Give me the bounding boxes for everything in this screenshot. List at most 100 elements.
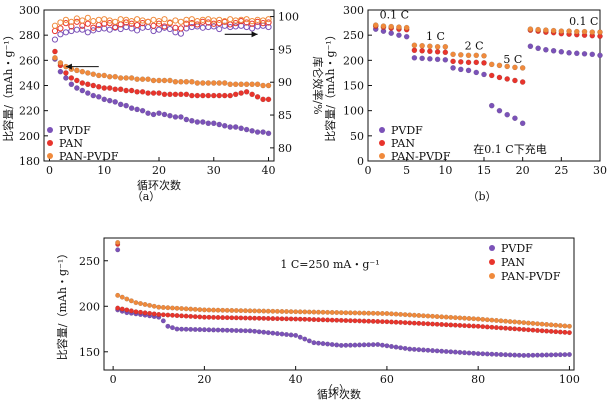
data-point <box>516 352 522 358</box>
data-point <box>396 32 402 38</box>
data-point <box>388 23 395 30</box>
data-point <box>384 343 390 349</box>
data-point <box>119 294 125 300</box>
x-tick-label: 0 <box>46 164 53 177</box>
data-point <box>265 130 272 137</box>
data-point <box>165 323 171 329</box>
data-point <box>197 327 203 333</box>
data-point <box>566 323 572 329</box>
data-point <box>473 59 480 66</box>
data-point <box>443 322 449 328</box>
data-point <box>320 309 326 315</box>
data-point <box>361 318 367 324</box>
y-tick-label: 200 <box>19 130 40 143</box>
x-tick-label: 30 <box>593 164 607 177</box>
data-point <box>439 348 445 354</box>
data-point <box>179 306 185 312</box>
data-point <box>232 124 239 130</box>
data-point <box>233 328 239 334</box>
y-tick-label: 220 <box>19 105 40 118</box>
data-point <box>544 321 550 327</box>
data-point <box>224 327 230 333</box>
data-point <box>133 27 141 34</box>
data-point <box>550 47 557 54</box>
legend-entry: PVDF <box>501 242 533 255</box>
data-point <box>466 315 472 321</box>
data-point <box>150 27 157 35</box>
arrow-head <box>251 31 258 38</box>
data-point <box>265 82 272 89</box>
data-point <box>112 99 118 105</box>
x-tick-label: 20 <box>152 164 166 177</box>
data-point <box>145 110 151 116</box>
data-point <box>106 17 113 24</box>
y-tick-label: 250 <box>79 255 100 268</box>
x-tick-label: 20 <box>197 373 211 386</box>
legend-marker <box>47 127 53 133</box>
data-point <box>232 20 239 27</box>
data-point <box>375 342 381 348</box>
data-point <box>112 73 118 80</box>
panel-label: （b） <box>467 190 496 203</box>
data-point <box>450 51 456 58</box>
data-point <box>562 323 568 329</box>
data-point <box>465 59 472 66</box>
data-point <box>156 304 162 310</box>
legend-marker <box>47 140 53 146</box>
y-tick-label: 200 <box>343 54 364 67</box>
data-point <box>247 328 253 334</box>
data-point <box>284 331 290 337</box>
data-point <box>142 301 148 307</box>
y-axis-label: 比容量/（mAh・g⁻¹） <box>323 29 337 141</box>
data-point <box>443 314 449 320</box>
y2-tick-label: 90 <box>278 76 292 89</box>
data-point <box>430 321 436 327</box>
data-point <box>95 83 102 90</box>
data-point <box>169 325 175 331</box>
data-point <box>233 315 239 321</box>
data-point <box>361 310 367 316</box>
data-point <box>566 352 572 358</box>
data-point <box>471 316 477 322</box>
data-point <box>489 351 495 357</box>
data-point <box>457 322 463 328</box>
data-point <box>370 318 376 324</box>
data-point <box>480 351 486 357</box>
data-point <box>188 313 194 319</box>
data-point <box>393 344 399 350</box>
data-point <box>473 52 480 59</box>
data-point <box>442 57 449 63</box>
data-point <box>507 319 513 325</box>
data-point <box>150 16 157 23</box>
data-point <box>284 316 290 322</box>
data-point <box>51 27 59 35</box>
data-point <box>427 43 433 50</box>
data-point <box>52 48 58 55</box>
data-point <box>366 342 372 348</box>
data-point <box>134 76 140 83</box>
data-point <box>507 352 513 358</box>
data-point <box>134 106 140 113</box>
data-point <box>302 309 308 315</box>
data-point <box>101 72 108 79</box>
data-point <box>123 19 130 26</box>
data-point <box>366 318 372 324</box>
data-point <box>133 300 139 306</box>
data-point <box>101 25 108 32</box>
data-point <box>248 20 256 27</box>
data-point <box>90 27 97 34</box>
data-point <box>288 316 294 322</box>
data-point <box>221 22 228 29</box>
x-axis-label: 循环次数 <box>137 178 181 192</box>
data-point <box>430 348 436 354</box>
data-point <box>425 321 431 327</box>
data-point <box>216 20 223 27</box>
data-point <box>128 18 135 25</box>
data-point <box>443 348 449 354</box>
data-point <box>557 352 563 358</box>
data-point <box>493 351 499 357</box>
data-point <box>496 74 503 81</box>
data-point <box>320 317 326 323</box>
data-point <box>62 29 70 36</box>
data-point <box>407 312 413 318</box>
